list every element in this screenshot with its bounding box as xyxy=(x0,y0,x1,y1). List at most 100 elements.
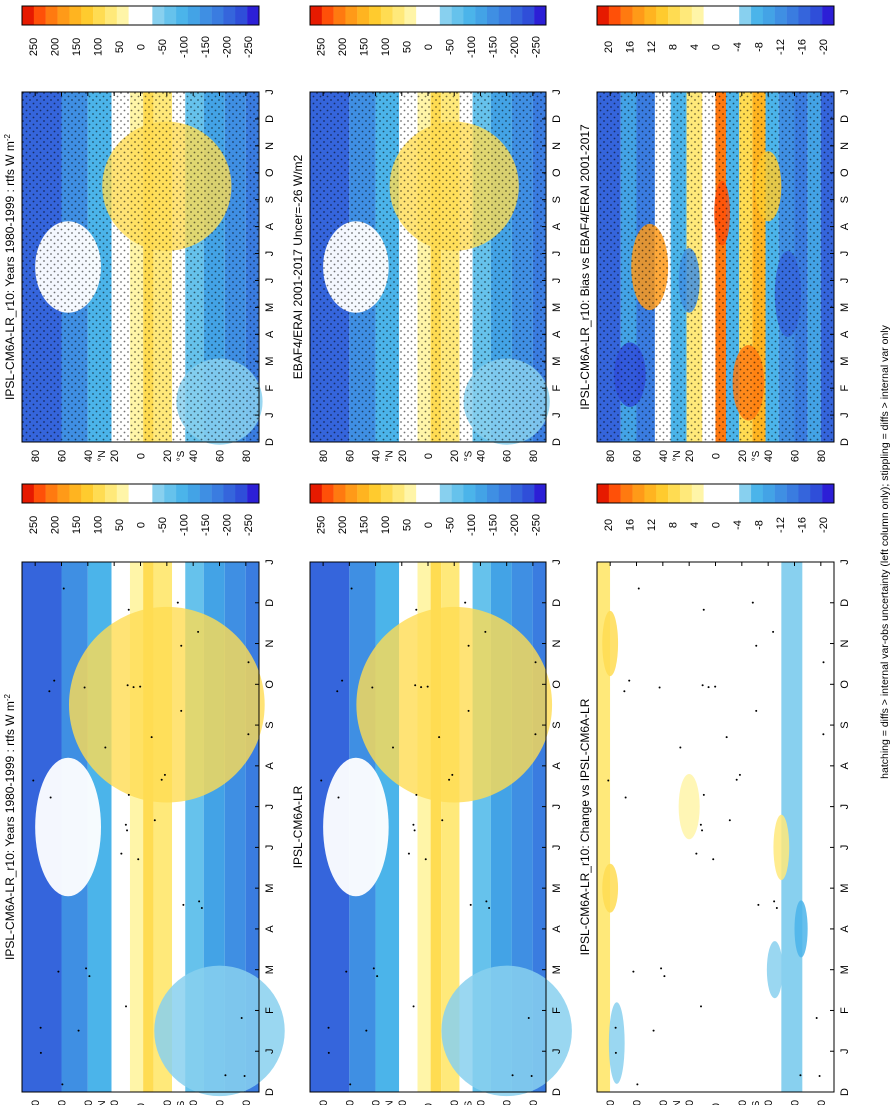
colorbar-tick-label: -4 xyxy=(732,42,744,52)
colorbar-cell xyxy=(164,484,177,503)
month-tick-label: J xyxy=(839,845,851,851)
lat-tick-label: 80 xyxy=(528,1100,540,1105)
colorbar-tick-label: 12 xyxy=(646,41,658,53)
colorbar-cell xyxy=(321,6,334,25)
month-tick-label: S xyxy=(264,721,276,728)
stipple-dot xyxy=(88,975,91,978)
colorbar-cell xyxy=(510,484,523,503)
colorbar-tick-label: 100 xyxy=(380,38,392,56)
colorbar-cell xyxy=(357,484,370,503)
heat-band xyxy=(802,562,821,1092)
month-tick-label: D xyxy=(839,599,851,607)
lat-tick-label: 40 xyxy=(658,1100,670,1105)
panels: 80 60 40 20 0 20 40 60 80°N °SDJFMAMJJASONDJIPSL-… xyxy=(3,5,851,1105)
colorbar-cell xyxy=(786,6,799,25)
stipple-dot xyxy=(124,823,127,826)
stipple-dot xyxy=(48,690,51,693)
panel-top-left: 80 60 40 20 0 20 40 60 80°N °SDJFMAMJJASONDJIPSL-… xyxy=(3,5,276,462)
month-tick-label: D xyxy=(551,438,563,446)
stipple-dot xyxy=(775,906,778,909)
lat-tick-label: 40 xyxy=(371,1100,383,1105)
colorbar-cell xyxy=(487,484,499,503)
stipple-dot xyxy=(240,1017,243,1020)
heat-blob xyxy=(441,965,572,1097)
colorbar-cell xyxy=(152,6,165,25)
colorbar-tick-label: 0 xyxy=(711,522,723,528)
month-tick-label: A xyxy=(264,925,276,933)
stipple-dot xyxy=(738,773,741,776)
month-tick-label: J xyxy=(839,1048,851,1054)
lat-tick-label: 0 xyxy=(711,453,723,459)
colorbar-cell xyxy=(822,6,835,25)
colorbar-tick-label: -200 xyxy=(509,36,521,58)
colorbar-tick-label: -4 xyxy=(732,520,744,530)
month-tick-label: J xyxy=(839,251,851,256)
stipple-dot xyxy=(53,679,56,682)
stipple-dot xyxy=(799,1074,802,1077)
colorbar-cell xyxy=(668,6,681,25)
colorbar-cell xyxy=(798,484,811,503)
colorbar-tick-label: -250 xyxy=(243,514,255,536)
heat-band xyxy=(781,562,803,1092)
month-tick-label: A xyxy=(839,330,851,338)
stipple-dot xyxy=(198,900,201,903)
colorbar-tick-label: -100 xyxy=(466,36,478,58)
lat-hemisphere-label: °S xyxy=(176,1100,187,1105)
colorbar-tick-label: -16 xyxy=(797,517,809,533)
month-tick-label: D xyxy=(551,115,563,123)
colorbar-cell xyxy=(416,6,429,25)
colorbar-tick-label: 50 xyxy=(402,519,414,531)
month-tick-label: M xyxy=(264,303,276,312)
colorbar-cell xyxy=(116,484,129,503)
month-tick-label: A xyxy=(839,762,851,770)
colorbar-cell xyxy=(164,6,177,25)
colorbar-tick-label: -100 xyxy=(179,36,191,58)
colorbar-cell xyxy=(69,484,82,503)
lat-tick-label: 20 xyxy=(684,1100,696,1105)
stipple-dot xyxy=(614,1051,617,1054)
stipple-dot xyxy=(818,1075,821,1078)
colorbar-cell xyxy=(715,484,728,503)
lat-tick-label: 40 xyxy=(475,450,487,462)
lat-tick-label: 60 xyxy=(57,450,69,462)
colorbar-cell xyxy=(822,484,835,503)
colorbar-cell xyxy=(176,6,189,25)
heat-blob xyxy=(35,757,101,897)
colorbar-tick-label: 200 xyxy=(337,38,349,56)
stipple-dot xyxy=(392,746,395,749)
month-tick-label: J xyxy=(264,559,276,565)
colorbar-tick-label: -150 xyxy=(200,514,212,536)
colorbar-cell xyxy=(620,484,633,503)
lat-tick-label: 20 xyxy=(449,1100,461,1105)
stipple-dot xyxy=(441,819,444,822)
stipple-dot xyxy=(448,778,451,781)
colorbar-cell xyxy=(451,6,464,25)
stipple-dot xyxy=(534,661,537,664)
colorbar-cell xyxy=(786,484,799,503)
lat-tick-label: 20 xyxy=(162,1100,174,1105)
month-tick-label: J xyxy=(551,278,563,284)
stipple-layer xyxy=(597,92,834,442)
lat-tick-label: 80 xyxy=(30,1100,42,1105)
colorbar-cell xyxy=(416,484,429,503)
panel-top-right: 80604020020406080°N°SDJFMAMJJASONDJIPSL-… xyxy=(3,483,285,1105)
colorbar-tick-label: -50 xyxy=(157,39,169,55)
stipple-dot xyxy=(702,793,705,796)
colorbar-cell xyxy=(751,6,764,25)
lat-hemisphere-label: °S xyxy=(176,450,187,461)
colorbar-cell xyxy=(656,484,669,503)
stipple-dot xyxy=(327,1051,330,1054)
month-tick-label: A xyxy=(264,222,276,230)
colorbar-cell xyxy=(93,6,106,25)
stipple-dot xyxy=(247,733,250,736)
stipple-dot xyxy=(197,630,200,633)
colorbar-tick-label: -250 xyxy=(530,514,542,536)
stipple-dot xyxy=(511,1074,514,1077)
stipple-dot xyxy=(126,829,129,832)
month-tick-label: M xyxy=(551,357,563,366)
colorbar-cell xyxy=(199,484,212,503)
colorbar-tick-label: 20 xyxy=(603,519,615,531)
lat-tick-label: 60 xyxy=(790,1100,802,1105)
colorbar-cell xyxy=(357,6,370,25)
month-tick-label: M xyxy=(839,357,851,366)
